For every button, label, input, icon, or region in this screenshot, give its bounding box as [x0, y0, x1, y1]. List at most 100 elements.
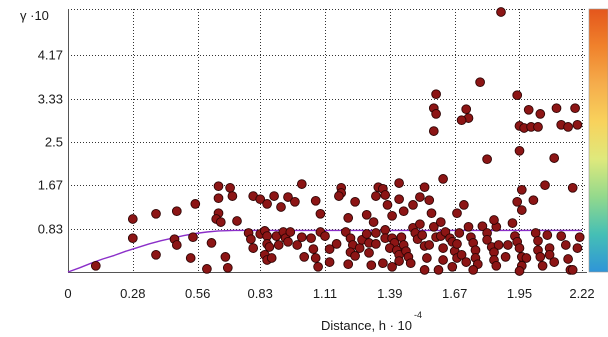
data-point [489, 215, 499, 225]
data-point [398, 206, 409, 217]
x-tick-label: 0 [64, 286, 71, 301]
data-point [387, 210, 397, 221]
data-point [171, 206, 182, 217]
data-point [331, 239, 342, 249]
data-point [537, 260, 548, 271]
data-point [523, 104, 534, 115]
data-point [343, 259, 354, 270]
data-point [361, 229, 372, 239]
data-point [514, 266, 525, 276]
data-point [283, 236, 293, 247]
data-point [371, 239, 381, 249]
data-point [248, 243, 259, 253]
data-point [461, 257, 472, 267]
data-point [491, 260, 502, 271]
gridlines [68, 9, 587, 272]
data-point [354, 243, 365, 253]
y-tick-label: 2.5 [45, 135, 63, 150]
data-point [496, 7, 506, 17]
data-point [262, 199, 272, 209]
data-point [366, 260, 377, 271]
data-point [419, 265, 430, 275]
data-point [563, 122, 573, 132]
y-axis-label: γ ·10 [20, 8, 49, 23]
data-point [306, 233, 316, 244]
data-point [563, 254, 573, 264]
data-point [213, 181, 224, 192]
data-point [459, 200, 469, 210]
data-point [507, 218, 518, 228]
data-point [246, 234, 256, 245]
data-point [206, 238, 217, 248]
data-point [560, 240, 571, 250]
data-point [127, 233, 138, 244]
data-point [371, 191, 381, 201]
data-point [308, 244, 319, 254]
data-point [273, 240, 284, 250]
data-point [185, 253, 196, 263]
data-point [371, 228, 381, 238]
data-point [380, 225, 391, 235]
data-point [387, 261, 397, 272]
data-point [514, 243, 525, 253]
y-tick-label: 0.83 [38, 221, 63, 236]
data-point [542, 230, 553, 240]
data-point [431, 109, 441, 119]
x-tick-label: 1.39 [377, 286, 402, 301]
data-point [276, 202, 286, 212]
data-point [435, 217, 446, 227]
data-point [438, 255, 448, 265]
data-point [540, 180, 550, 191]
data-point [428, 221, 439, 232]
plot-frame [68, 9, 587, 273]
data-point [264, 242, 275, 252]
data-point [127, 214, 138, 224]
data-point [424, 195, 435, 206]
data-point [292, 240, 303, 250]
data-point [454, 228, 465, 238]
data-point [549, 153, 560, 163]
data-point [533, 235, 543, 246]
data-point [415, 192, 425, 202]
x-tick-label: 2.22 [569, 286, 594, 301]
data-point [324, 257, 335, 267]
data-point [468, 265, 479, 275]
data-point [516, 205, 527, 215]
data-point [364, 247, 374, 258]
data-point [394, 194, 404, 205]
data-point [433, 265, 444, 275]
data-point [213, 193, 224, 204]
data-point [567, 182, 578, 193]
data-point [535, 109, 546, 119]
data-point [188, 232, 198, 243]
data-point [438, 174, 448, 184]
data-point [572, 243, 583, 253]
x-tick-label: 0.28 [120, 286, 145, 301]
data-point [574, 232, 585, 243]
data-point [227, 191, 238, 201]
data-point [408, 200, 418, 210]
data-point [151, 208, 161, 219]
x-axis-label: Distance, h · 10 [321, 318, 412, 333]
x-axis-ticks: 0 0.28 0.56 0.83 1.11 1.39 1.67 1.95 2.22 [64, 286, 594, 301]
data-point [516, 184, 527, 195]
x-axis-label-exponent: -4 [414, 310, 422, 320]
y-tick-label: 3.33 [38, 91, 63, 106]
data-point [428, 126, 439, 136]
data-point [461, 104, 472, 115]
x-tick-label: 0.56 [185, 286, 210, 301]
data-point [512, 196, 523, 207]
data-point [269, 191, 279, 201]
data-point [419, 182, 430, 193]
data-point [572, 119, 583, 130]
colorbar [588, 8, 608, 273]
data-point [382, 200, 393, 210]
data-point [463, 221, 474, 232]
data-point [544, 249, 555, 260]
x-tick-label: 1.95 [507, 286, 532, 301]
data-point [299, 252, 310, 262]
data-point [290, 196, 300, 207]
data-point [533, 122, 543, 132]
